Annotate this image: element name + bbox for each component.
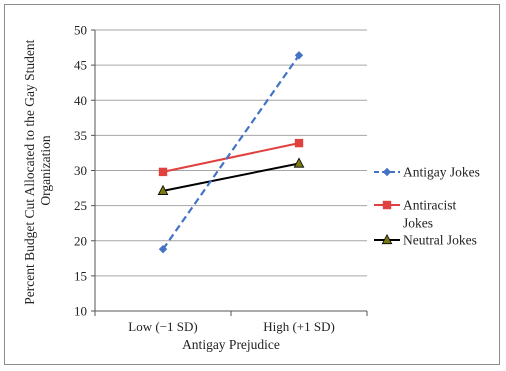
- y-tick-label: 10: [74, 304, 87, 319]
- series-group: [157, 51, 305, 254]
- series-line: [162, 142, 300, 173]
- y-axis-title-line-2: Organization: [38, 135, 53, 205]
- data-point: [294, 138, 304, 148]
- legend-swatch-marker: [382, 200, 392, 210]
- y-tick-label: 30: [74, 163, 87, 178]
- y-axis-title: Percent Budget Cut Allocated to the Gay …: [22, 36, 53, 304]
- y-tick-label: 40: [74, 93, 87, 108]
- legend-label: Antiracist: [403, 198, 456, 213]
- legend-label: Neutral Jokes: [403, 233, 477, 248]
- y-tick-label: 25: [74, 198, 87, 213]
- y-tick-label: 45: [74, 58, 87, 73]
- data-point: [157, 184, 169, 195]
- data-point: [294, 51, 304, 60]
- data-point: [158, 244, 168, 254]
- chart-frame: [4, 4, 500, 365]
- y-tick-label: 20: [74, 233, 87, 248]
- gridlines: [95, 29, 367, 277]
- legend-item: Antiracist Jokes: [374, 198, 456, 231]
- y-tick-labels: 10 15 20 25 30 35 40 45 50: [74, 23, 95, 319]
- series-line: [162, 54, 300, 250]
- legend-swatch-marker: [381, 233, 393, 245]
- x-tick-labels: Low (−1 SD) High (+1 SD): [94, 311, 368, 334]
- y-tick-label: 50: [74, 23, 87, 38]
- legend-swatch-marker: [382, 167, 392, 177]
- legend-label: Jokes: [403, 216, 433, 231]
- x-tick-label: Low (−1 SD): [128, 319, 197, 334]
- data-point: [293, 157, 305, 168]
- series-line: [162, 162, 300, 192]
- x-tick-label: High (+1 SD): [263, 319, 335, 334]
- y-tick-label: 15: [74, 268, 87, 283]
- legend-label: Antigay Jokes: [403, 165, 480, 180]
- series-antigay-jokes: [158, 51, 304, 254]
- y-tick-label: 35: [74, 128, 87, 143]
- legend-item: Antigay Jokes: [374, 165, 480, 180]
- series-neutral-jokes: [157, 157, 305, 195]
- y-axis-title-line-1: Percent Budget Cut Allocated to the Gay …: [22, 39, 37, 304]
- x-axis-title: Antigay Prejudice: [182, 337, 280, 352]
- legend: Antigay Jokes Antiracist Jokes Neutral Joke…: [374, 165, 480, 248]
- legend-item: Neutral Jokes: [374, 233, 477, 248]
- data-point: [158, 167, 168, 177]
- series-antiracist-jokes: [158, 138, 304, 177]
